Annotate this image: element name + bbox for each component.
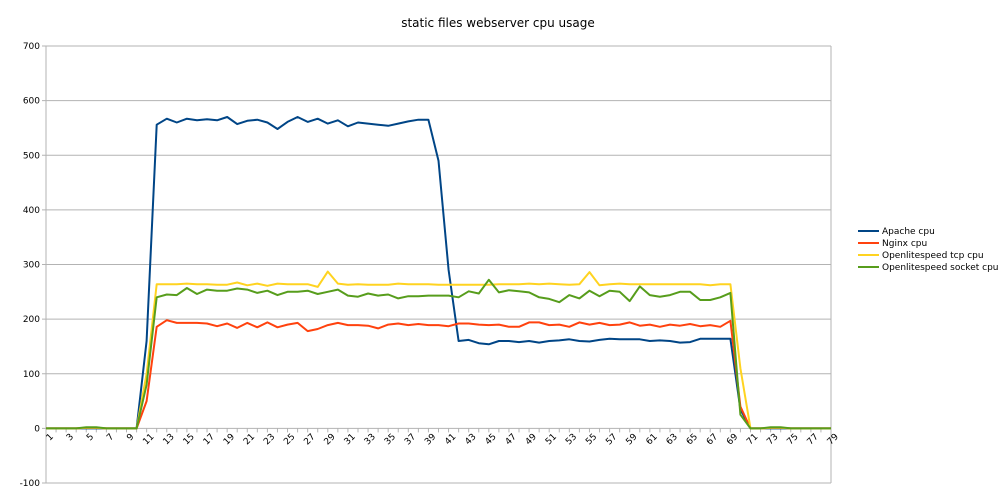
y-tick-label: 200 <box>23 315 40 325</box>
x-tick-label: 57 <box>604 432 619 447</box>
series-line-nginx-cpu <box>46 319 831 430</box>
legend: Apache cpu Nginx cpu Openlitespeed tcp cpu… <box>858 227 998 273</box>
legend-label: Openlitespeed tcp cpu <box>882 251 984 261</box>
x-axis: 1 3 5 7 9 11 13 15 17 19 21 23 25 27 29 31 33 35 37 39 41 43 4… <box>45 428 841 447</box>
x-tick-label: 49 <box>524 432 539 447</box>
x-tick-label: 79 <box>826 432 841 447</box>
x-tick-label: 25 <box>282 432 297 447</box>
x-tick-label: 23 <box>262 432 277 447</box>
x-tick-label: 13 <box>161 432 176 447</box>
series-line-apache-cpu <box>46 116 831 430</box>
x-tick-label: 67 <box>705 432 720 447</box>
x-tick-label: 61 <box>645 432 660 447</box>
y-tick-label: 100 <box>23 370 40 380</box>
x-tick-label: 19 <box>222 432 237 447</box>
x-tick-label: 43 <box>463 432 478 447</box>
y-tick-label: 400 <box>23 206 40 216</box>
x-tick-label: 77 <box>806 432 821 447</box>
x-tick-label: 69 <box>725 432 740 447</box>
y-tick-label: 0 <box>34 424 40 434</box>
x-tick-label: 27 <box>302 432 317 447</box>
x-tick-label: 17 <box>202 432 217 447</box>
x-tick-label: 53 <box>564 432 579 447</box>
legend-label: Nginx cpu <box>882 239 927 249</box>
x-tick-label: 33 <box>363 432 378 447</box>
x-tick-label: 63 <box>665 432 680 447</box>
gridlines <box>42 45 832 484</box>
y-axis: -100 0 100 200 300 400 500 600 700 <box>20 42 41 489</box>
chart-title: static files webserver cpu usage <box>401 16 595 30</box>
x-tick-label: 51 <box>544 432 559 447</box>
y-tick-label: 300 <box>23 261 40 271</box>
x-tick-label: 7 <box>105 432 116 443</box>
y-tick-label: -100 <box>20 479 41 489</box>
series-lines <box>46 116 831 430</box>
x-tick-label: 41 <box>443 432 458 447</box>
x-tick-label: 11 <box>141 432 156 447</box>
x-tick-label: 65 <box>685 432 700 447</box>
x-tick-label: 29 <box>323 432 338 447</box>
x-tick-label: 47 <box>504 432 519 447</box>
x-tick-label: 75 <box>785 432 800 447</box>
legend-label: Openlitespeed socket cpu <box>882 263 998 273</box>
series-line-openlitespeed-socket-cpu <box>46 278 831 430</box>
x-tick-label: 15 <box>182 432 197 447</box>
y-tick-label: 500 <box>23 151 40 161</box>
y-tick-label: 700 <box>23 42 40 52</box>
x-tick-label: 31 <box>343 432 358 447</box>
x-tick-label: 39 <box>423 432 438 447</box>
y-tick-label: 600 <box>23 97 40 107</box>
x-tick-label: 45 <box>484 432 499 447</box>
x-tick-label: 73 <box>765 432 780 447</box>
x-tick-label: 71 <box>745 432 760 447</box>
legend-label: Apache cpu <box>882 227 935 237</box>
x-tick-label: 5 <box>85 432 96 443</box>
x-tick-label: 55 <box>584 432 599 447</box>
x-tick-label: 59 <box>624 432 639 447</box>
x-tick-label: 3 <box>65 432 76 443</box>
x-tick-label: 9 <box>125 432 136 443</box>
x-tick-label: 21 <box>242 432 257 447</box>
series-line-openlitespeed-tcp-cpu <box>46 270 831 430</box>
x-tick-label: 37 <box>403 432 418 447</box>
x-tick-label: 1 <box>45 432 56 443</box>
x-tick-label: 35 <box>383 432 398 447</box>
